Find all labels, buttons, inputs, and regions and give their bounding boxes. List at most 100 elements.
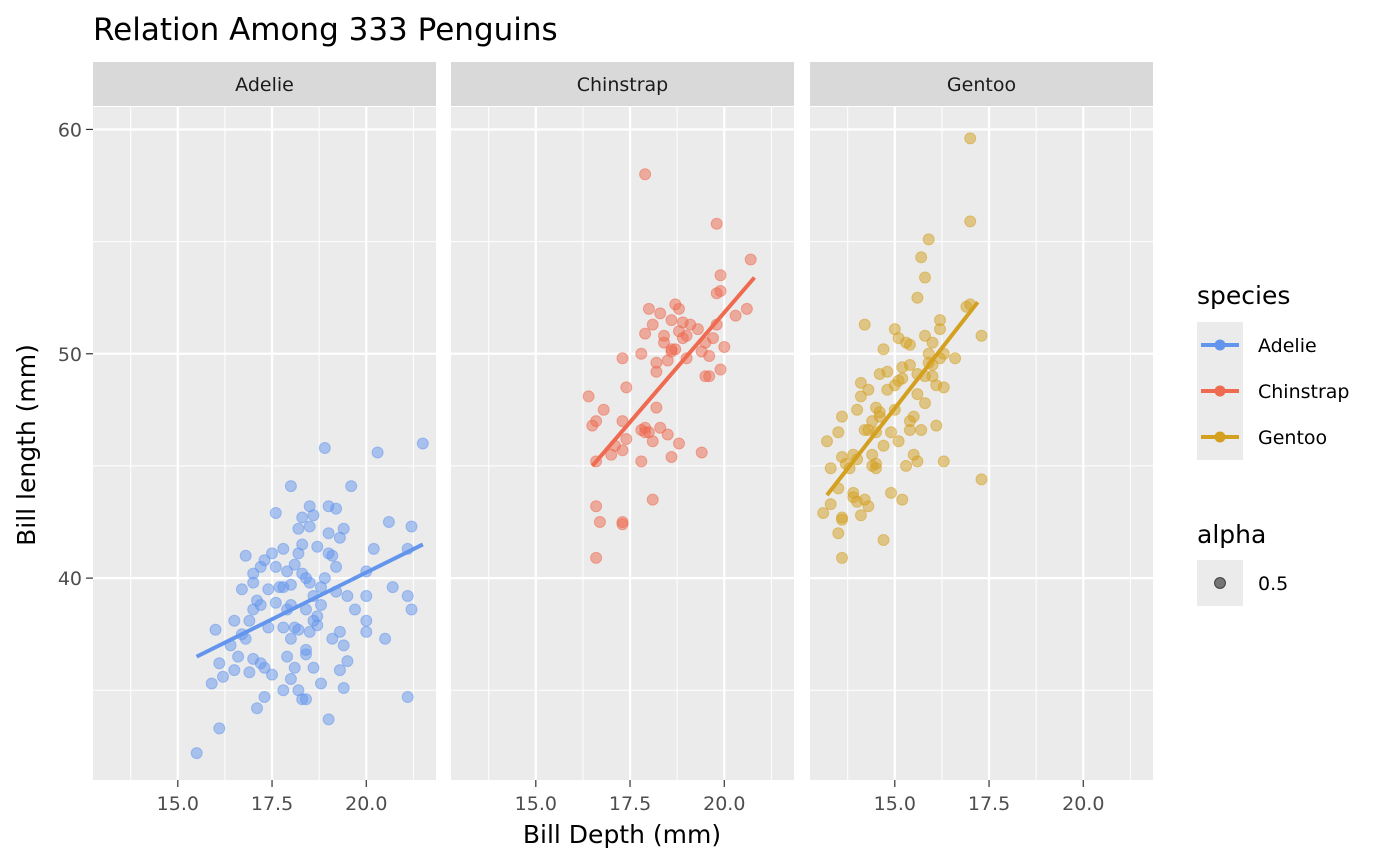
facet-panel-adelie: Adelie 15.0 17.5 20.0 xyxy=(93,62,436,815)
data-point-adelie xyxy=(330,502,343,515)
data-point-adelie xyxy=(303,625,316,638)
data-point-adelie xyxy=(232,650,245,663)
data-point-adelie xyxy=(382,516,395,528)
data-point-chinstrap xyxy=(616,352,629,365)
data-point-gentoo xyxy=(836,551,848,564)
data-point-adelie xyxy=(333,625,346,638)
data-point-gentoo xyxy=(896,372,909,385)
data-point-gentoo xyxy=(896,493,909,506)
facet-strip-label: Chinstrap xyxy=(577,74,669,96)
y-tick-label: 50 xyxy=(58,344,82,366)
data-point-chinstrap xyxy=(593,516,606,528)
data-point-adelie xyxy=(300,643,312,656)
data-point-gentoo xyxy=(975,473,988,486)
data-point-chinstrap xyxy=(639,327,652,340)
data-point-adelie xyxy=(360,614,373,627)
data-point-chinstrap xyxy=(635,347,648,360)
legend-title-species: species xyxy=(1197,281,1290,310)
data-point-adelie xyxy=(333,664,346,677)
data-point-adelie xyxy=(322,713,335,726)
data-point-adelie xyxy=(269,596,282,609)
legend-key-point xyxy=(1214,431,1226,443)
data-point-gentoo xyxy=(866,415,879,428)
data-point-gentoo xyxy=(885,426,897,439)
data-point-adelie xyxy=(416,437,429,450)
data-point-chinstrap xyxy=(646,435,659,448)
data-point-chinstrap xyxy=(582,390,595,403)
data-point-adelie xyxy=(205,677,218,690)
data-point-gentoo xyxy=(824,498,837,511)
data-point-gentoo xyxy=(903,424,916,436)
data-point-chinstrap xyxy=(654,307,667,320)
data-point-adelie xyxy=(235,583,248,596)
data-point-adelie xyxy=(284,632,297,645)
data-point-adelie xyxy=(315,677,327,690)
data-point-gentoo xyxy=(964,132,977,145)
data-point-chinstrap xyxy=(646,318,659,331)
x-tick-label: 20.0 xyxy=(703,793,745,815)
data-point-adelie xyxy=(337,639,350,652)
data-point-gentoo xyxy=(854,376,867,389)
data-point-chinstrap xyxy=(635,455,648,468)
data-point-adelie xyxy=(307,614,320,627)
facet-panels: 40 50 60 Adelie 15.0 17.5 20.0 Chinstrap 15.0 17.… xyxy=(58,62,1153,815)
data-point-adelie xyxy=(228,614,241,627)
data-point-chinstrap xyxy=(714,285,727,297)
data-point-chinstrap xyxy=(665,451,678,463)
data-point-gentoo xyxy=(934,323,946,336)
data-point-adelie xyxy=(284,480,297,493)
panel-background xyxy=(93,107,436,780)
data-point-adelie xyxy=(254,599,267,611)
data-point-adelie xyxy=(284,673,297,685)
data-point-chinstrap xyxy=(707,332,719,345)
data-point-adelie xyxy=(307,661,320,674)
data-point-chinstrap xyxy=(710,217,723,230)
data-point-chinstrap xyxy=(718,341,731,353)
data-point-gentoo xyxy=(903,359,916,371)
data-point-adelie xyxy=(315,599,327,611)
x-tick-label: 15.0 xyxy=(157,793,199,815)
facet-strip-label: Adelie xyxy=(235,74,294,96)
data-point-adelie xyxy=(296,567,309,580)
data-point-gentoo xyxy=(877,439,890,452)
fit-line-gentoo xyxy=(825,300,980,497)
data-point-adelie xyxy=(277,621,290,634)
data-point-gentoo xyxy=(911,388,924,401)
legend-label-adelie: Adelie xyxy=(1258,335,1317,357)
legend-label-gentoo: Gentoo xyxy=(1258,427,1327,449)
data-point-gentoo xyxy=(930,419,943,432)
data-point-adelie xyxy=(345,480,358,493)
data-point-adelie xyxy=(303,576,316,589)
data-point-adelie xyxy=(292,522,305,535)
data-point-chinstrap xyxy=(714,269,727,282)
data-point-adelie xyxy=(303,520,316,533)
data-point-gentoo xyxy=(919,397,931,410)
data-point-adelie xyxy=(258,661,271,674)
data-point-gentoo xyxy=(911,291,924,304)
data-point-gentoo xyxy=(824,462,837,475)
data-point-gentoo xyxy=(949,352,962,365)
x-tick-label: 17.5 xyxy=(968,793,1010,815)
data-point-chinstrap xyxy=(740,302,753,315)
data-point-gentoo xyxy=(919,271,931,284)
data-point-chinstrap xyxy=(620,433,633,445)
panel-background xyxy=(810,107,1153,780)
data-point-adelie xyxy=(258,554,271,567)
data-point-gentoo xyxy=(926,336,939,349)
data-point-adelie xyxy=(243,666,256,679)
data-point-adelie xyxy=(367,542,380,555)
data-point-gentoo xyxy=(915,424,928,436)
data-point-adelie xyxy=(379,632,392,645)
data-point-adelie xyxy=(318,442,331,454)
data-point-gentoo xyxy=(862,500,875,513)
data-point-adelie xyxy=(277,542,290,555)
data-point-gentoo xyxy=(888,323,901,336)
data-point-gentoo xyxy=(922,347,935,360)
data-point-gentoo xyxy=(937,381,950,394)
data-point-gentoo xyxy=(866,459,879,472)
data-point-chinstrap xyxy=(654,421,667,434)
data-point-gentoo xyxy=(903,338,916,351)
data-point-chinstrap xyxy=(680,329,693,342)
facet-strip xyxy=(451,62,794,106)
data-point-adelie xyxy=(239,549,252,562)
